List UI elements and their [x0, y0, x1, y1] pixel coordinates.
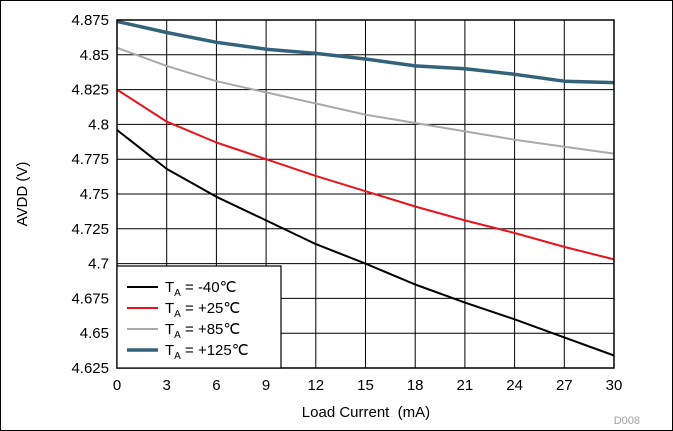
legend-label-subscript: A	[174, 330, 181, 341]
y-tick-label: 4.875	[71, 12, 109, 29]
legend-label-name: T	[165, 300, 174, 317]
x-tick-label: 27	[556, 377, 573, 394]
legend-label-name: T	[165, 321, 174, 338]
x-tick-label: 0	[113, 377, 121, 394]
y-tick-label: 4.65	[80, 325, 109, 342]
x-tick-label: 9	[262, 377, 270, 394]
series-line-0	[116, 129, 615, 357]
plot-area-border	[116, 19, 615, 369]
y-tick-label: 4.825	[71, 82, 109, 99]
x-axis-label: Load Current (mA)	[302, 404, 430, 421]
legend-label-suffix: = +85℃	[181, 321, 240, 338]
x-tick-label: 3	[163, 377, 171, 394]
y-tick-label: 4.85	[80, 47, 109, 64]
legend-label-subscript: A	[174, 309, 181, 320]
y-tick-label: 4.7	[88, 256, 109, 273]
legend-label-name: T	[165, 279, 174, 296]
y-tick-label: 4.8	[88, 116, 109, 133]
x-tick-label: 6	[212, 377, 220, 394]
x-tick-label: 21	[457, 377, 474, 394]
series-lines	[116, 19, 615, 357]
y-tick-label: 4.725	[71, 221, 109, 238]
x-tick-label: 18	[407, 377, 424, 394]
legend-label: TA = -40℃	[165, 279, 236, 299]
legend-label-suffix: = +125℃	[181, 342, 249, 359]
x-tick-label: 12	[307, 377, 324, 394]
x-tick-label: 24	[506, 377, 523, 394]
legend-label: TA = +25℃	[165, 300, 240, 320]
x-tick-label: 30	[606, 377, 623, 394]
series-line-3	[116, 19, 615, 85]
series-line-1	[116, 88, 615, 261]
legend: TA = -40℃TA = +25℃TA = +85℃TA = +125℃	[116, 265, 282, 369]
legend-label: TA = +85℃	[165, 321, 240, 341]
y-tick-label: 4.75	[80, 186, 109, 203]
series-line-2	[116, 46, 615, 155]
y-axis-label: AVDD (V)	[14, 162, 31, 227]
legend-label-subscript: A	[174, 351, 181, 362]
figure-id: D008	[614, 415, 640, 427]
y-tick-label: 4.625	[71, 360, 109, 377]
legend-label-subscript: A	[174, 288, 181, 299]
x-tick-labels: 0 3 6 9 12 15 18 21 24 27 30	[113, 377, 623, 394]
y-tick-labels: 4.625 4.65 4.675 4.7 4.725 4.75 4.775 4.8 4.825 4…	[71, 12, 109, 377]
legend-label-suffix: = +25℃	[181, 300, 240, 317]
y-tick-label: 4.675	[71, 290, 109, 307]
y-tick-label: 4.775	[71, 151, 109, 168]
legend-label: TA = +125℃	[165, 342, 249, 362]
x-tick-label: 15	[357, 377, 374, 394]
legend-label-suffix: = -40℃	[181, 279, 237, 296]
legend-label-name: T	[165, 342, 174, 359]
